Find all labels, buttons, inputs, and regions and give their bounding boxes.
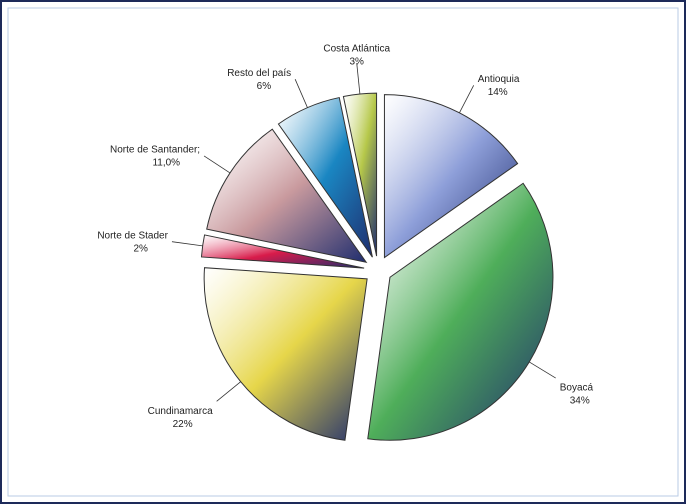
- slice-value-label: 3%: [350, 57, 365, 68]
- slice-value-label: 14%: [488, 87, 508, 98]
- leader-line: [459, 85, 475, 114]
- slice-value-label: 22%: [173, 419, 193, 430]
- leader-line: [529, 361, 556, 379]
- slice-label: Antioquia: [478, 74, 520, 85]
- leader-line: [216, 381, 241, 402]
- slice-label: Costa Atlántica: [323, 44, 390, 55]
- inner-frame: [7, 7, 679, 497]
- slice-value-label: 2%: [133, 243, 148, 254]
- slice-label: Boyacá: [560, 383, 594, 394]
- slice-value-label: 34%: [570, 396, 590, 407]
- slice-value-label: 11,0%: [152, 158, 180, 169]
- leader-line: [356, 63, 361, 94]
- slice-label: Resto del país: [227, 68, 291, 79]
- pie-slice: [203, 267, 368, 441]
- slice-label: Norte de Stader: [97, 230, 168, 241]
- leader-line: [171, 241, 203, 247]
- leader-line: [203, 155, 231, 174]
- slice-label: Cundinamarca: [148, 406, 213, 417]
- leader-line: [294, 79, 308, 108]
- pie-slice: [206, 128, 368, 264]
- pie-slice: [383, 94, 519, 259]
- pie-slice: [342, 92, 378, 257]
- pie-slice: [277, 96, 373, 258]
- slice-value-label: 6%: [257, 81, 272, 92]
- slice-label: Norte de Santander;: [110, 145, 200, 156]
